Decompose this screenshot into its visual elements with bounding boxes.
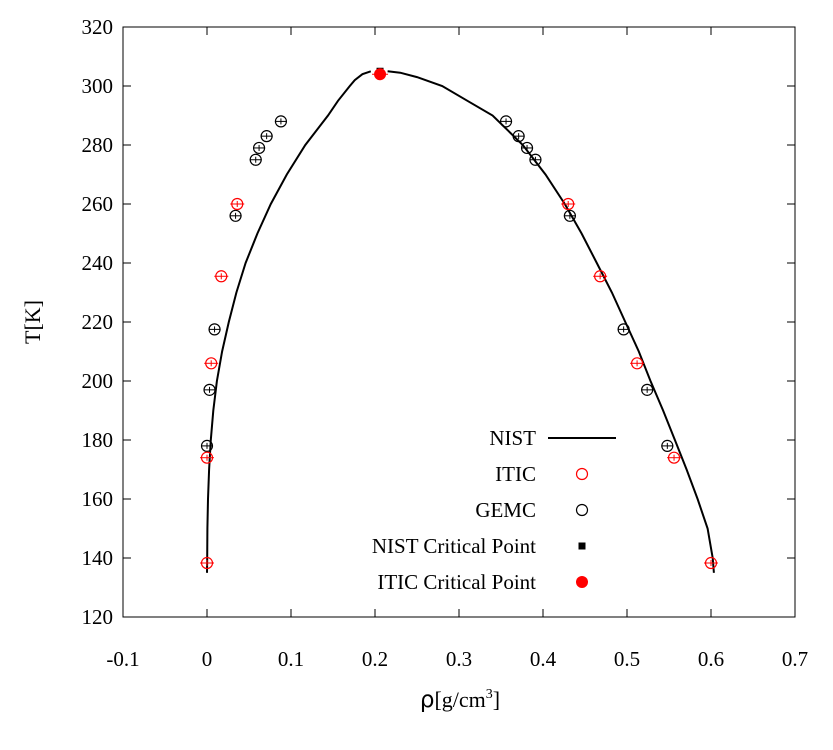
y-tick-label: 300 bbox=[82, 74, 114, 98]
gemc-point bbox=[208, 323, 221, 336]
itic-point bbox=[593, 270, 608, 283]
gemc-point bbox=[260, 130, 273, 143]
y-tick-label: 240 bbox=[82, 251, 114, 275]
nist-line-vapor bbox=[206, 70, 372, 573]
itic-point bbox=[204, 357, 219, 370]
x-axis-title-sup: 3 bbox=[486, 687, 493, 702]
legend-label: ITIC bbox=[495, 462, 536, 486]
gemc-point bbox=[520, 141, 534, 155]
x-tick-label: 0.2 bbox=[362, 647, 388, 671]
tick-marks bbox=[122, 26, 796, 618]
legend-swatch-circle bbox=[575, 503, 589, 517]
y-tick-label: 180 bbox=[82, 428, 114, 452]
y-tick-label: 320 bbox=[82, 15, 114, 39]
y-tick-label: 280 bbox=[82, 133, 114, 157]
itic-critical-point bbox=[372, 68, 389, 81]
itic-point bbox=[230, 197, 245, 211]
y-tick-label: 120 bbox=[82, 605, 114, 629]
y-tick-labels: 120 140 160 180 200 220 240 260 280 300 320 bbox=[82, 15, 114, 629]
x-tick-label: 0.6 bbox=[698, 647, 724, 671]
plot-frame bbox=[122, 26, 796, 618]
legend-label: NIST bbox=[489, 426, 536, 450]
legend-item: ITIC bbox=[495, 462, 589, 486]
gemc-point bbox=[617, 323, 630, 336]
gemc-point bbox=[563, 209, 576, 222]
gemc-point bbox=[499, 115, 513, 128]
itic-point bbox=[630, 357, 645, 370]
legend-item: NIST bbox=[489, 426, 616, 450]
gemc-point bbox=[200, 439, 214, 452]
y-tick-label: 260 bbox=[82, 192, 114, 216]
itic-point bbox=[561, 197, 576, 211]
x-tick-label: 0.7 bbox=[782, 647, 808, 671]
x-tick-label: 0.4 bbox=[530, 647, 557, 671]
legend: NIST ITIC GEMC NIST Critical Point ITIC Crit… bbox=[372, 426, 616, 594]
x-axis-title: ρ[g/cm3] bbox=[420, 687, 500, 713]
gemc-point bbox=[274, 115, 288, 128]
legend-swatch-circle bbox=[575, 467, 589, 481]
gemc-point bbox=[249, 153, 262, 166]
y-tick-label: 160 bbox=[82, 487, 114, 511]
gemc-point bbox=[229, 209, 242, 222]
itic-point bbox=[200, 556, 214, 570]
legend-item: GEMC bbox=[475, 498, 589, 522]
x-tick-label: 0 bbox=[202, 647, 213, 671]
legend-label: NIST Critical Point bbox=[372, 534, 536, 558]
x-axis-title-symbol: ρ bbox=[420, 687, 435, 713]
gemc-point bbox=[512, 130, 525, 143]
x-tick-labels: -0.1 0 0.1 0.2 0.3 0.4 0.5 0.6 0.7 bbox=[106, 647, 808, 671]
gemc-point bbox=[252, 141, 266, 155]
gemc-point bbox=[661, 439, 674, 452]
itic-point bbox=[214, 270, 229, 283]
x-axis-title-close: ] bbox=[493, 687, 500, 712]
gemc-point bbox=[203, 383, 216, 396]
x-tick-label: -0.1 bbox=[106, 647, 139, 671]
legend-item: ITIC Critical Point bbox=[377, 570, 588, 594]
x-axis-title-unit: [g/cm bbox=[434, 687, 485, 712]
gemc-point bbox=[529, 153, 542, 166]
series-layer bbox=[200, 67, 718, 573]
itic-point bbox=[667, 451, 682, 464]
x-tick-label: 0.3 bbox=[446, 647, 472, 671]
legend-item: NIST Critical Point bbox=[372, 534, 586, 558]
legend-swatch-square bbox=[578, 542, 586, 550]
legend-swatch-dot bbox=[576, 576, 588, 588]
x-tick-label: 0.1 bbox=[278, 647, 304, 671]
x-tick-label: 0.5 bbox=[614, 647, 640, 671]
nist-line-liquid bbox=[387, 70, 715, 573]
itic-point bbox=[200, 451, 214, 464]
y-tick-label: 200 bbox=[82, 369, 114, 393]
y-tick-label: 220 bbox=[82, 310, 114, 334]
legend-label: ITIC Critical Point bbox=[377, 570, 536, 594]
itic-point bbox=[704, 556, 718, 570]
y-tick-label: 140 bbox=[82, 546, 114, 570]
y-axis-title: T[K] bbox=[20, 300, 45, 344]
legend-label: GEMC bbox=[475, 498, 536, 522]
gemc-point bbox=[641, 383, 654, 396]
